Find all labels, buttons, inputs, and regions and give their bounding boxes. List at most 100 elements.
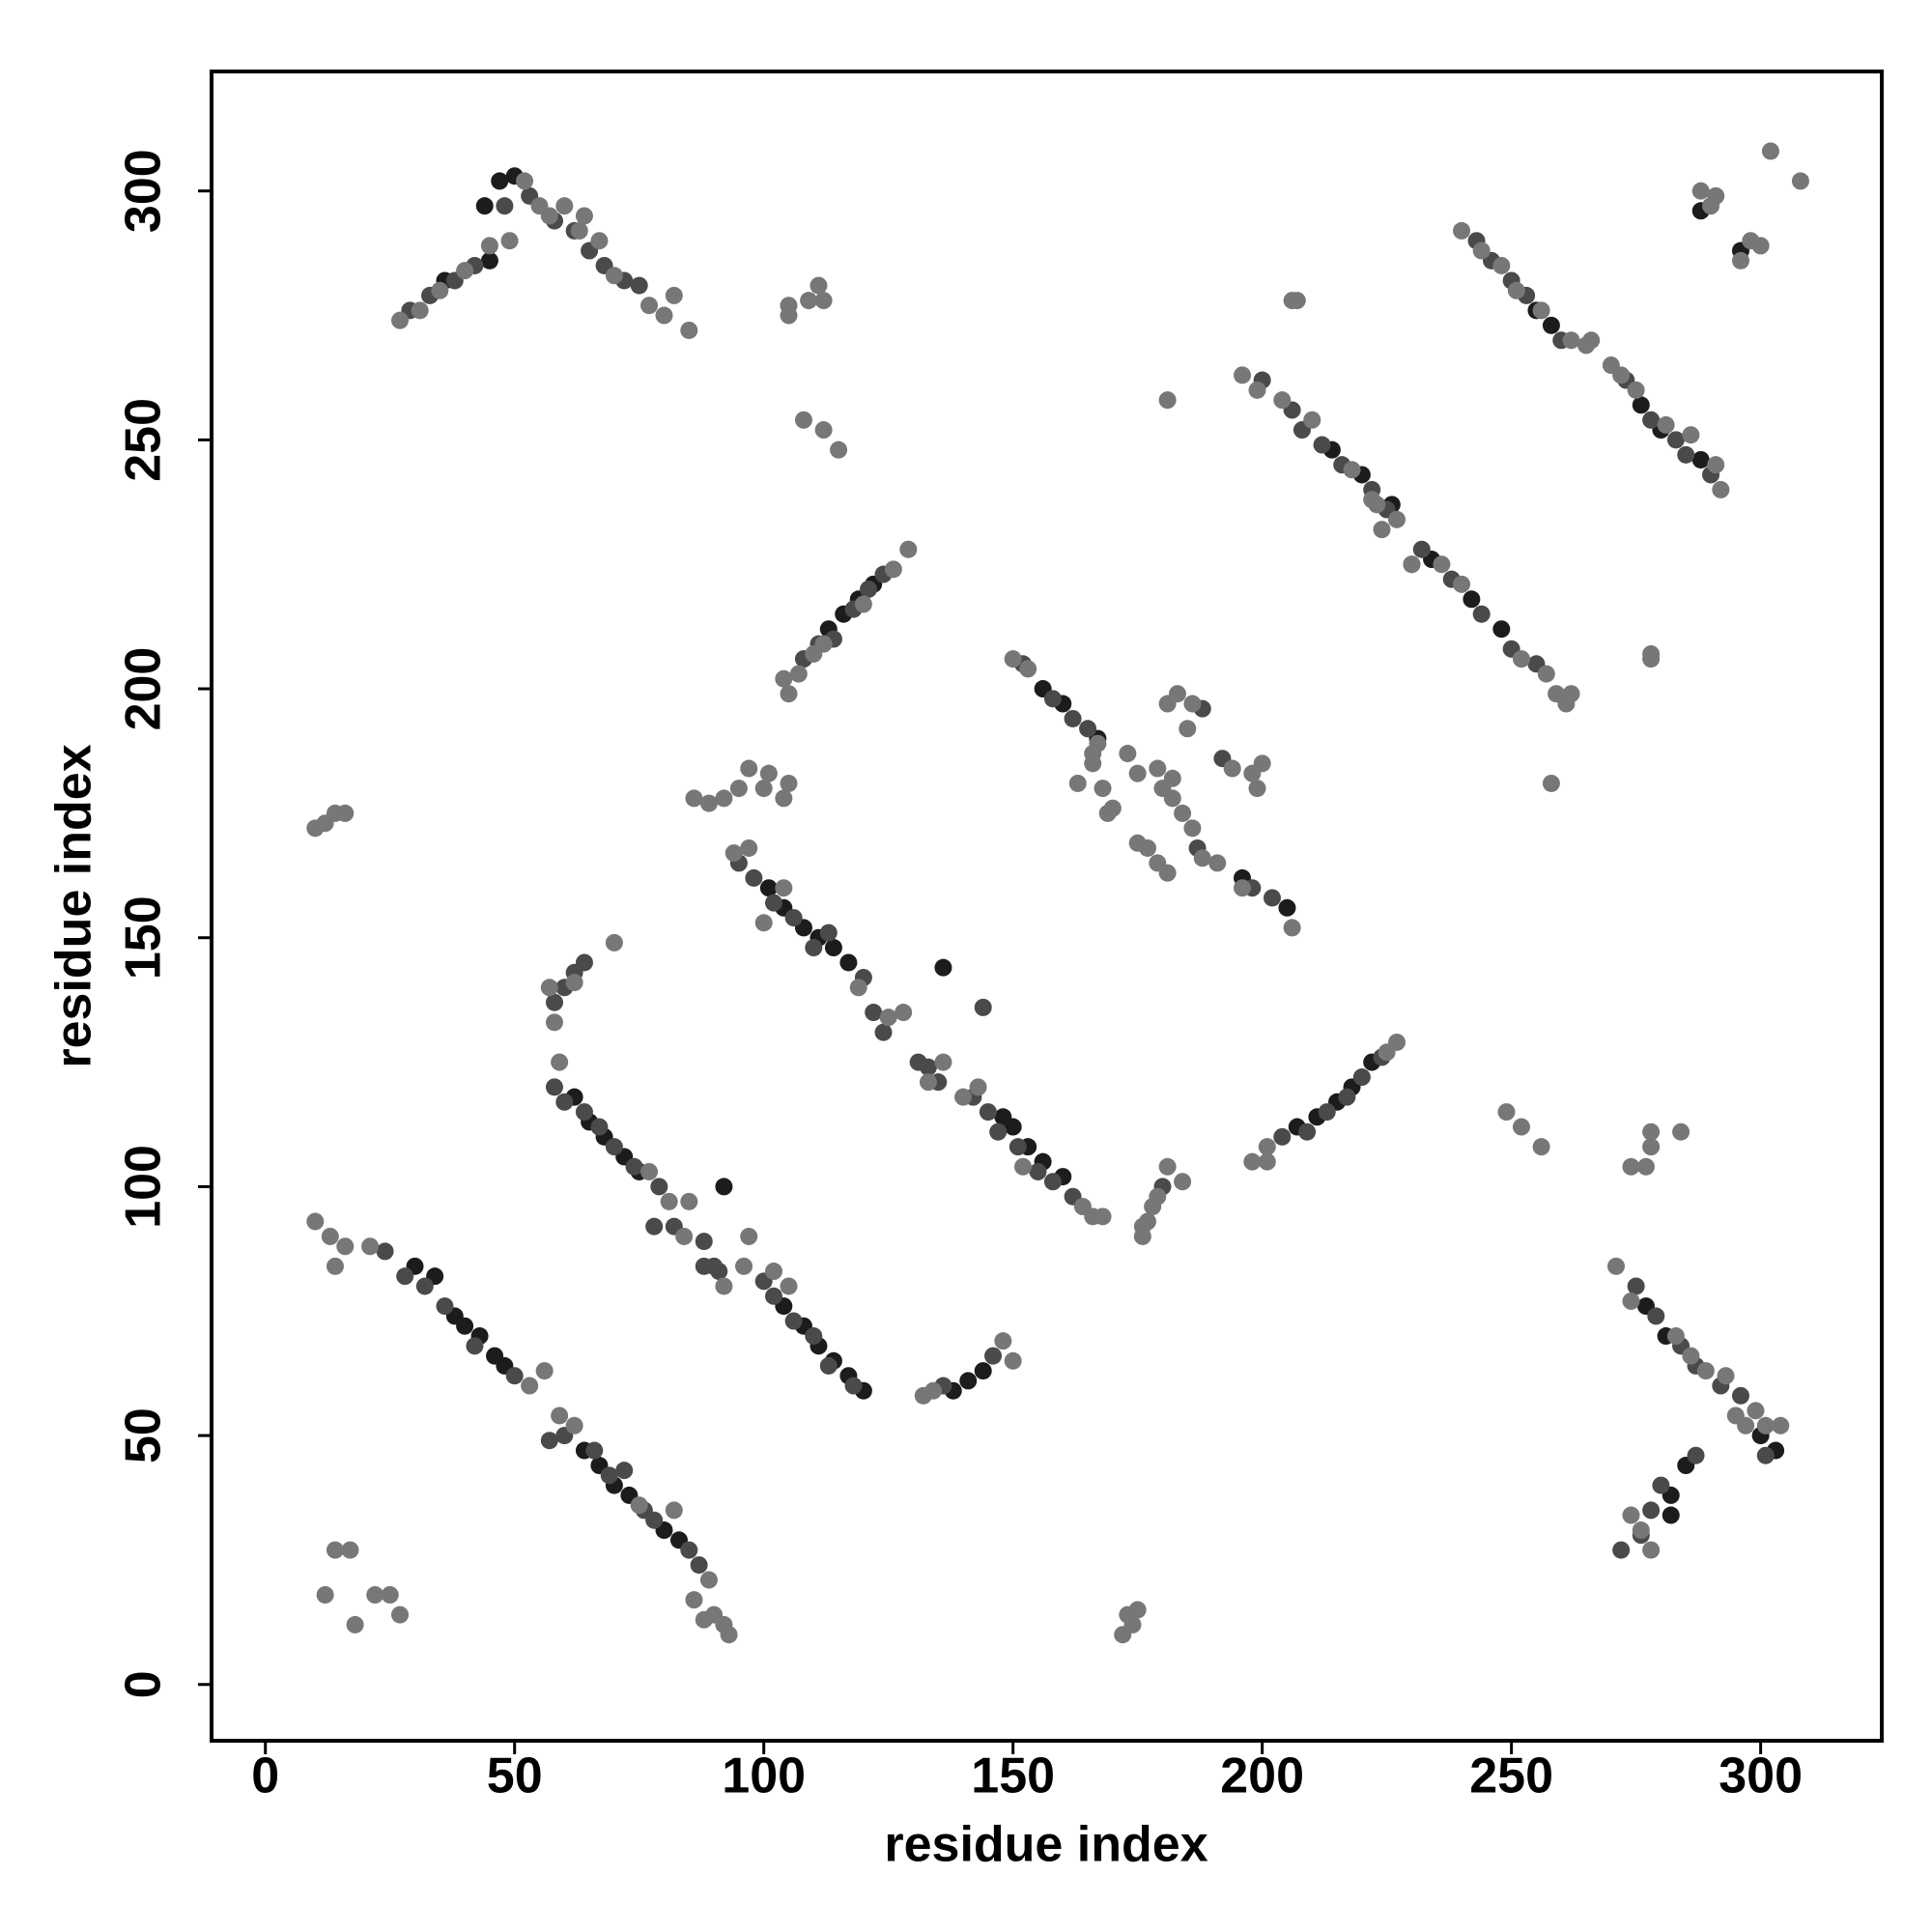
point [675,1227,694,1245]
point [1747,1402,1765,1420]
point [1258,1152,1276,1171]
point [1791,172,1809,190]
point [715,1277,733,1295]
point [994,1332,1012,1350]
point [1622,1292,1640,1310]
point [805,1327,823,1346]
point [361,1237,380,1256]
point [1013,1157,1032,1176]
point [551,1406,569,1425]
point [780,306,798,325]
point [1687,1446,1705,1464]
point [480,251,498,270]
point [989,1122,1008,1141]
point [1373,521,1391,539]
point [830,440,848,459]
point [1463,590,1481,609]
point [1119,1605,1137,1624]
point [391,311,410,329]
point [1223,759,1241,778]
point [1761,142,1779,160]
point [1168,685,1186,703]
point [605,933,623,952]
point [665,1501,683,1520]
point [1133,1217,1151,1236]
point [865,1004,883,1022]
point [1318,1103,1336,1122]
point [1562,331,1580,350]
point [759,879,778,897]
point [590,1118,609,1136]
point [745,868,763,887]
point [849,979,867,997]
point [775,789,793,808]
point [1258,1138,1276,1156]
point [1094,780,1112,798]
point [376,1242,394,1261]
y-tick-label: 0 [116,1670,172,1698]
point [475,197,494,215]
point [699,794,718,812]
point [1622,1157,1640,1176]
point [640,1162,659,1180]
point [1532,1138,1550,1156]
point [326,1257,344,1275]
point [1453,221,1471,240]
point [895,1004,913,1022]
point [715,789,733,808]
point [480,237,498,255]
point [884,560,902,579]
point [540,979,558,997]
point [1772,1416,1790,1435]
point [645,1511,664,1529]
point [1158,864,1177,882]
point [1273,391,1292,410]
point [1512,650,1530,668]
point [984,1347,1003,1365]
y-tick-label: 150 [116,895,172,980]
point [1163,769,1181,787]
point [765,1287,783,1305]
point [1612,1541,1631,1559]
point [1098,804,1117,822]
point [1756,1416,1775,1435]
point [575,1103,593,1122]
point [954,1088,973,1106]
point [1338,1088,1356,1106]
point [540,207,558,225]
point [680,1192,698,1210]
point [665,286,683,304]
point [1562,685,1580,703]
point [1208,854,1227,872]
point [839,953,858,972]
point [1174,804,1192,822]
point [685,789,703,808]
point [585,1441,604,1460]
point [1677,445,1695,464]
point [1128,764,1147,782]
point [1387,510,1406,528]
point [1004,650,1022,668]
point [1234,366,1252,384]
point [316,1585,334,1604]
point [824,939,842,957]
point [844,1377,863,1395]
point [431,281,449,299]
point [575,207,593,225]
point [720,1626,738,1644]
x-tick-label: 0 [251,1748,279,1804]
point [780,1277,798,1295]
point [974,1362,992,1380]
point [1582,331,1601,350]
point [740,1227,758,1245]
point [1149,759,1167,778]
point [735,1257,753,1275]
point [1263,889,1281,907]
point [1642,1122,1661,1141]
point [1193,849,1211,867]
point [924,1381,943,1400]
point [1313,436,1331,454]
point [740,838,758,857]
point [1606,1257,1625,1275]
